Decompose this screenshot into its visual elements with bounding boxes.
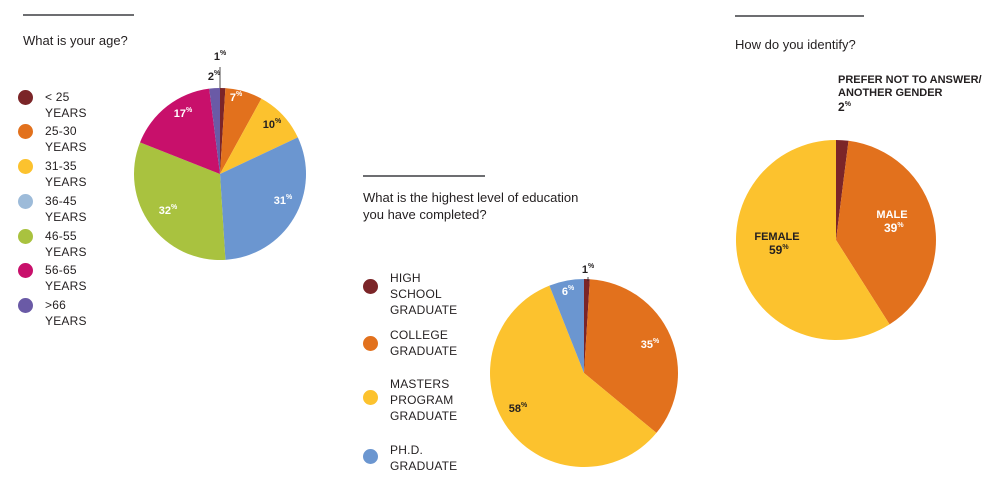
pie-slice — [220, 98, 298, 174]
legend-label: 31-35 YEARS — [45, 159, 87, 189]
legend-swatch — [18, 229, 33, 244]
pie-slice — [220, 137, 307, 260]
legend-label: MASTERS PROGRAM GRADUATE — [390, 377, 458, 423]
education-legend-item: HIGH SCHOOL GRADUATE — [363, 270, 457, 318]
pie-slice — [140, 88, 220, 174]
age-question: What is your age? — [23, 33, 128, 48]
legend-swatch — [18, 90, 33, 105]
legend-swatch — [363, 449, 378, 464]
education-rule — [363, 175, 485, 177]
pie-slice — [584, 279, 590, 373]
age-legend-item: >66 YEARS — [18, 297, 87, 329]
education-legend-item: PH.D. GRADUATE — [363, 442, 457, 474]
education-question: What is the highest level of education y… — [363, 190, 579, 222]
legend-label: 25-30 YEARS — [45, 124, 87, 154]
legend-label: HIGH SCHOOL GRADUATE — [390, 271, 458, 317]
age-legend-item: 56-65 YEARS — [18, 262, 87, 294]
legend-swatch — [18, 263, 33, 278]
age-legend-item: 46-55 YEARS — [18, 228, 87, 260]
slice-category-label: FEMALE — [754, 231, 799, 243]
education-legend-item: COLLEGE GRADUATE — [363, 327, 457, 359]
slice-category-label: PREFER NOT TO ANSWER/ANOTHER GENDER — [838, 74, 982, 99]
legend-label: COLLEGE GRADUATE — [390, 328, 458, 358]
age-rule — [23, 14, 134, 16]
legend-swatch — [18, 298, 33, 313]
pie-slice — [209, 88, 220, 174]
slice-value-label: 2% — [838, 100, 852, 114]
legend-label: PH.D. GRADUATE — [390, 443, 458, 473]
pie-slice — [735, 139, 890, 341]
legend-label: 46-55 YEARS — [45, 229, 87, 259]
legend-swatch — [18, 124, 33, 139]
pie-slice — [134, 142, 226, 260]
legend-label: 56-65 YEARS — [45, 263, 87, 293]
legend-swatch — [363, 279, 378, 294]
legend-swatch — [363, 390, 378, 405]
legend-label: 36-45 YEARS — [45, 194, 87, 224]
pie-slice — [490, 285, 657, 467]
gender-rule — [735, 15, 864, 17]
gender-question: How do you identify? — [735, 37, 856, 52]
age-legend-item: < 25 YEARS — [18, 89, 87, 121]
legend-swatch — [18, 159, 33, 174]
pie-slice — [836, 140, 936, 325]
pie-slice — [549, 279, 584, 373]
education-legend-item: MASTERS PROGRAM GRADUATE — [363, 376, 457, 424]
pie-slice — [220, 88, 262, 174]
age-legend-item: 31-35 YEARS — [18, 158, 87, 190]
slice-category-label: MALE — [876, 209, 907, 221]
legend-swatch — [18, 194, 33, 209]
age-legend-item: 36-45 YEARS — [18, 193, 87, 225]
age-legend-item: 25-30 YEARS — [18, 123, 87, 155]
pie-slice — [836, 140, 849, 240]
legend-label: >66 YEARS — [45, 298, 87, 328]
pie-slice — [220, 88, 226, 174]
legend-label: < 25 YEARS — [45, 90, 87, 120]
pie-slice — [584, 279, 678, 433]
legend-swatch — [363, 336, 378, 351]
